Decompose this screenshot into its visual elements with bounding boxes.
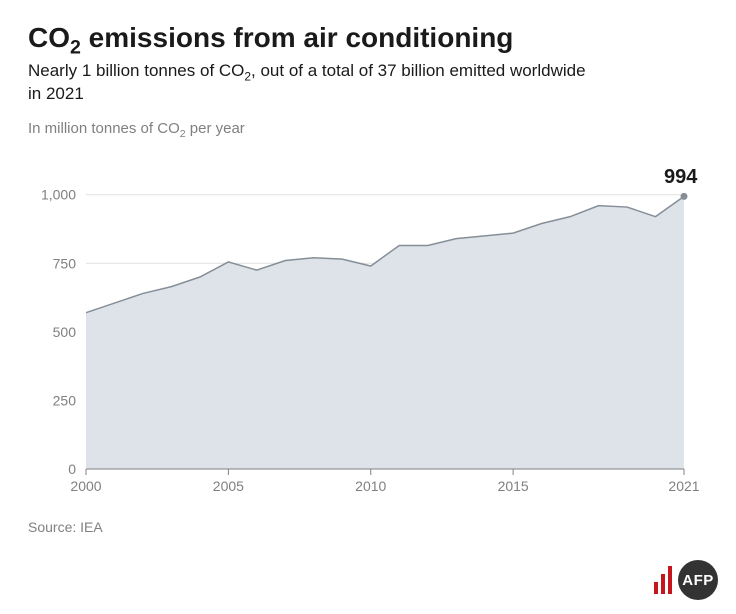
chart-title: CO2 emissions from air conditioning bbox=[28, 22, 708, 54]
x-tick-label: 2010 bbox=[355, 478, 386, 494]
y-tick-label: 1,000 bbox=[41, 187, 76, 203]
x-tick-label: 2005 bbox=[213, 478, 244, 494]
end-marker bbox=[681, 193, 688, 200]
y-tick-label: 500 bbox=[53, 324, 77, 340]
afp-logo-circle: AFP bbox=[678, 560, 718, 600]
chart-area: 0 250 500 750 1,000 2000 2005 2010 2015 2021 994 bbox=[28, 145, 708, 505]
area-fill bbox=[86, 196, 684, 469]
end-value-callout: 994 bbox=[664, 166, 697, 189]
chart-subtitle: Nearly 1 billion tonnes of CO2, out of a… bbox=[28, 60, 588, 106]
y-tick-label: 250 bbox=[53, 392, 77, 408]
chart-card: CO2 emissions from air conditioning Near… bbox=[0, 0, 736, 614]
source-line: Source: IEA bbox=[28, 519, 708, 535]
x-tick-label: 2021 bbox=[668, 478, 699, 494]
chart-units: In million tonnes of CO2 per year bbox=[28, 120, 708, 137]
area-chart-svg: 0 250 500 750 1,000 2000 2005 2010 2015 2021 bbox=[28, 145, 708, 505]
y-tick-label: 750 bbox=[53, 255, 77, 271]
x-tick-label: 2000 bbox=[70, 478, 101, 494]
x-tick-label: 2015 bbox=[498, 478, 529, 494]
afp-logo: AFP bbox=[654, 560, 718, 600]
afp-logo-bars-icon bbox=[654, 566, 672, 594]
y-tick-label: 0 bbox=[68, 461, 76, 477]
